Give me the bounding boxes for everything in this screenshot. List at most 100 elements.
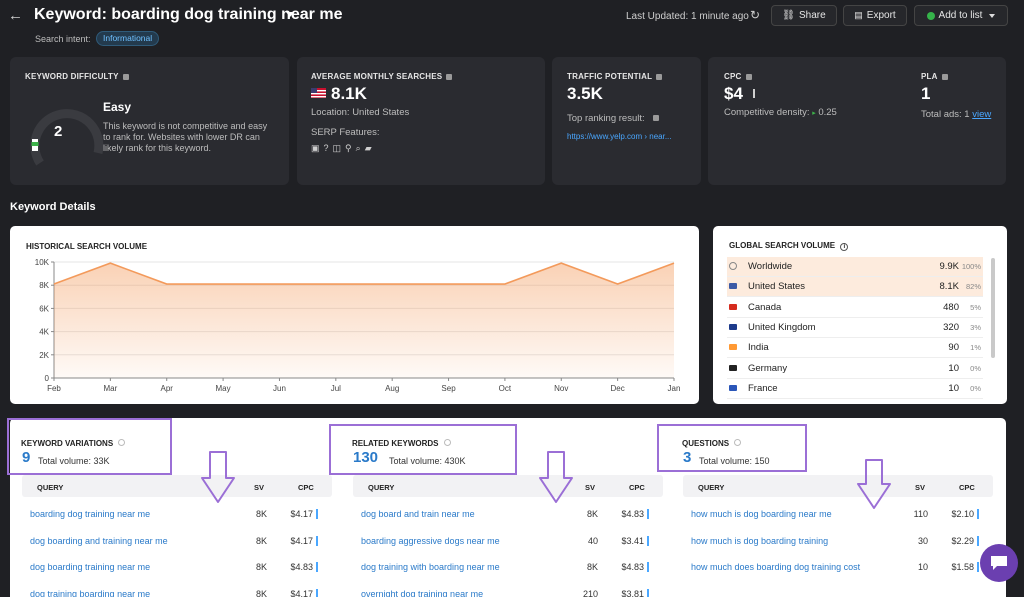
table-row[interactable]: dog boarding and training near me 8K $4.17 [22,528,332,554]
query-link[interactable]: boarding aggressive dogs near me [361,535,500,546]
cpc-value: $2.29 [951,535,974,546]
global-volume-row[interactable]: United States 8.1K 82% [727,277,983,298]
cpc-value: $4.17 [290,588,313,597]
pla-value: 1 [921,84,931,103]
country-flag-icon [729,323,737,330]
us-flag-icon [311,88,326,98]
query-link[interactable]: dog training with boarding near me [361,562,500,572]
add-to-list-button[interactable]: Add to list [914,5,1008,26]
global-volume-row[interactable]: India 90 1% [727,338,983,359]
info-icon[interactable] [446,73,453,80]
bag-icon[interactable]: ◫ [332,143,342,153]
search-icon[interactable]: ⌕ [355,143,361,153]
table-row[interactable]: boarding dog training near me 8K $4.17 [22,501,332,527]
query-link[interactable]: overnight dog training near me [361,588,484,597]
y-tick-label: 2K [39,351,49,360]
query-link[interactable]: dog boarding and training near me [30,535,168,546]
pin-icon[interactable]: ⚲ [345,143,352,153]
info-icon[interactable] [443,439,451,446]
x-tick-label: Sep [441,384,456,393]
table-row[interactable]: how much does boarding dog training cost… [683,554,993,580]
top-ranking-url[interactable]: https://www.yelp.com › near... [567,132,672,141]
col-query[interactable]: QUERY [37,483,64,492]
country-flag-icon [729,384,737,391]
table-row[interactable]: dog board and train near me 8K $4.83 [353,501,663,527]
info-icon[interactable] [122,73,129,80]
chevron-down-icon[interactable] [286,12,294,17]
chat-button[interactable] [980,544,1018,582]
info-icon[interactable] [745,73,752,80]
table-row[interactable]: overnight dog training near me 210 $3.81 [353,581,663,597]
table-header: QUERY SV CPC [22,475,332,497]
list-count: 9 [22,449,31,466]
chat-icon[interactable]: ▰ [364,143,372,153]
list-total-volume: Total volume: 33K [38,456,110,466]
col-sv[interactable]: SV [254,483,265,492]
info-icon[interactable] [652,115,659,122]
global-volume-row[interactable]: Germany 10 0% [727,359,983,379]
table-row[interactable]: dog boarding training near me 8K $4.83 [22,554,332,580]
col-query[interactable]: QUERY [698,483,725,492]
x-tick-label: Jul [331,384,341,393]
table-row[interactable]: dog training with boarding near me 8K $4.8… [353,554,663,580]
x-tick-label: Aug [385,384,399,393]
export-button[interactable]: ▤ Export [843,5,907,26]
global-volume-row[interactable]: Canada 480 5% [727,298,983,318]
info-icon[interactable] [941,73,948,80]
question-icon[interactable]: ? [323,143,329,153]
list-label: KEYWORD VARIATIONS [21,439,126,448]
info-icon[interactable] [656,73,663,80]
search-volume: 8K [586,562,598,572]
cpc-value: $4 [724,84,743,103]
global-volume-row[interactable]: Worldwide 9.9K 100% [727,257,983,277]
country-name: United Kingdom [748,321,816,333]
global-volume-row[interactable]: United Kingdom 320 3% [727,318,983,338]
search-volume: 8K [255,535,267,546]
cpc-pla-card: CPC $4 Competitive density: ▸ 0.25 PLA 1… [708,57,1006,185]
col-sv[interactable]: SV [915,483,926,492]
search-volume: 10 [917,562,928,572]
cpc-value: $3.41 [621,535,644,546]
col-cpc[interactable]: CPC [298,483,314,492]
query-link[interactable]: dog board and train near me [361,509,475,519]
image-icon[interactable]: ▣ [311,143,320,153]
share-button[interactable]: ⛓ Share [771,5,837,26]
col-sv[interactable]: SV [585,483,596,492]
x-tick-label: Apr [161,384,174,393]
table-row[interactable]: how much is dog boarding training 30 $2.29 [683,528,993,554]
table-row[interactable]: boarding aggressive dogs near me 40 $3.41 [353,528,663,554]
historical-title: HISTORICAL SEARCH VOLUME [26,242,148,251]
difficulty-description: This keyword is not competitive and easy… [103,121,268,153]
query-link[interactable]: boarding dog training near me [30,509,151,519]
table-row[interactable]: dog training boarding near me 8K $4.17 [22,581,332,597]
country-name: Germany [748,362,788,374]
x-tick-label: Dec [611,384,625,393]
table-row[interactable]: how much is dog boarding near me 110 $2.10 [683,501,993,527]
scrollbar[interactable] [991,258,995,358]
query-link[interactable]: how much is dog boarding near me [691,509,832,519]
cpc-bar [316,562,318,572]
x-tick-label: Jan [668,384,681,393]
arrow-left-icon[interactable]: ← [8,7,23,24]
col-cpc[interactable]: CPC [629,483,645,492]
refresh-icon[interactable]: ↻ [750,8,761,22]
monthly-searches-value: 8.1K [331,84,367,103]
col-cpc[interactable]: CPC [959,483,975,492]
query-link[interactable]: how much does boarding dog training cost [691,562,861,572]
chevron-down-icon [989,13,996,18]
info-icon[interactable] [734,439,742,446]
view-ads-link[interactable]: view [972,109,992,120]
col-query[interactable]: QUERY [368,483,395,492]
y-tick-label: 10K [35,258,50,267]
difficulty-score: 2 [54,123,63,140]
query-link[interactable]: dog boarding training near me [30,562,151,572]
search-intent-label: Search intent: [35,34,91,44]
info-icon[interactable]: i [840,243,849,251]
query-link[interactable]: dog training boarding near me [30,588,151,597]
global-volume-row[interactable]: France 10 0% [727,379,983,399]
y-tick-label: 0 [45,374,50,383]
global-search-volume-panel: GLOBAL SEARCH VOLUME i Worldwide 9.9K 100%… [713,226,1007,404]
info-icon[interactable] [118,439,126,446]
country-volume: 10 [948,362,959,374]
query-link[interactable]: how much is dog boarding training [691,535,829,546]
